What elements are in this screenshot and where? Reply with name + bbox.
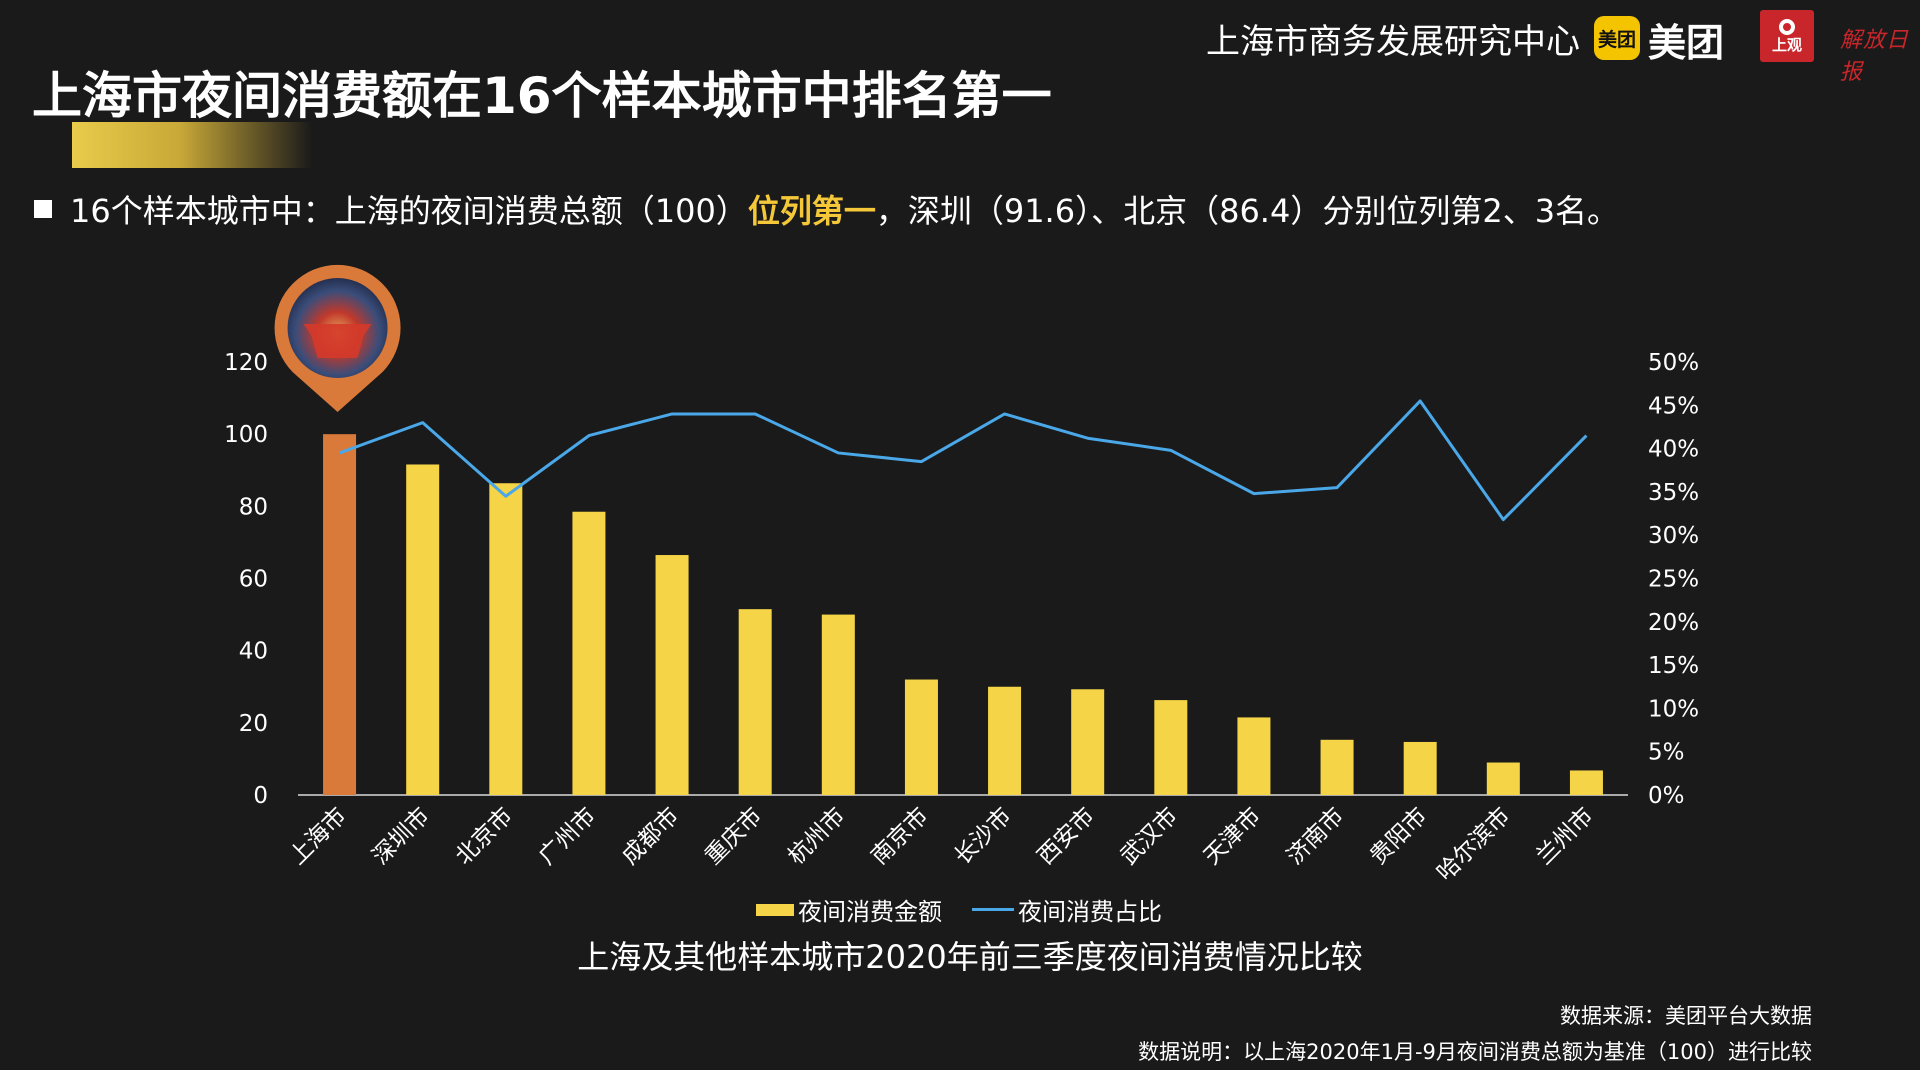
x-tick-label: 南京市: [867, 803, 934, 870]
x-tick-label: 贵阳市: [1365, 803, 1432, 870]
y-right-tick-label: 0%: [1648, 783, 1685, 809]
meituan-brand-text: 美团: [1648, 21, 1725, 65]
bar-贵阳市: [1403, 741, 1437, 795]
bar-上海市: [323, 434, 357, 795]
jiefang-daily-logo: 解放日报: [1840, 28, 1910, 85]
pin-building-shape: [303, 324, 372, 358]
ratio-line-series: [339, 399, 1588, 522]
x-tick-label: 深圳市: [368, 803, 435, 870]
chart-title: 上海及其他样本城市2020年前三季度夜间消费情况比较: [577, 938, 1363, 976]
bar-哈尔滨市: [1486, 762, 1520, 795]
y-right-tick-label: 15%: [1648, 653, 1699, 679]
y-right-tick-label: 50%: [1648, 350, 1699, 376]
y-right-tick-label: 45%: [1648, 393, 1699, 419]
legend-item-bar: 夜间消费金额: [756, 892, 942, 927]
x-tick-label: 广州市: [534, 803, 601, 870]
bar-兰州市: [1569, 770, 1603, 795]
bar-杭州市: [821, 614, 855, 795]
title-accent-bar: [72, 122, 312, 168]
x-axis-labels: 上海市 深圳市 北京市 广州市 成都市 重庆市 杭州市 南京市 长沙市 西安市 武汉市 天津市 济南市贵…: [285, 803, 1599, 886]
y-right-tick-label: 30%: [1648, 523, 1699, 549]
x-tick-label: 长沙市: [950, 803, 1017, 870]
y-axis-right: 0% 5% 10% 15% 20% 25% 30% 35% 40% 45% 50%: [1648, 350, 1699, 809]
bar-武汉市: [1154, 700, 1188, 795]
y-axis-left: 0 20 40 60 80 100 120: [224, 350, 268, 809]
y-right-tick-label: 5%: [1648, 740, 1685, 766]
y-left-tick-label: 40: [239, 639, 268, 665]
x-tick-label: 天津市: [1199, 803, 1266, 870]
summary-text-after: ，深圳（91.6）、北京（86.4）分别位列第2、3名。: [875, 192, 1620, 230]
y-right-tick-label: 35%: [1648, 480, 1699, 506]
y-left-tick-label: 60: [239, 567, 268, 593]
x-tick-label: 济南市: [1282, 803, 1349, 870]
bar-天津市: [1237, 717, 1271, 795]
summary-highlight: 位列第一: [747, 192, 876, 230]
bar-北京市: [489, 483, 523, 795]
shangguan-logo: 上观: [1760, 10, 1814, 62]
bar-成都市: [655, 555, 689, 795]
bar-南京市: [904, 679, 938, 795]
legend-label-line: 夜间消费占比: [1018, 898, 1162, 926]
legend-bar-swatch: [756, 903, 794, 916]
header-org-name: 上海市商务发展研究中心: [1206, 22, 1580, 62]
summary-text-before: 16个样本城市中：上海的夜间消费总额（100）: [70, 192, 748, 230]
x-tick-label: 成都市: [617, 803, 684, 870]
legend-item-line: 夜间消费占比: [972, 892, 1162, 927]
y-left-tick-label: 80: [239, 494, 268, 520]
legend-label-bar: 夜间消费金额: [798, 898, 942, 926]
legend-line-swatch: [972, 908, 1014, 911]
y-right-tick-label: 20%: [1648, 610, 1699, 636]
y-right-tick-label: 25%: [1648, 567, 1699, 593]
x-tick-label: 杭州市: [783, 803, 850, 870]
bar-广州市: [572, 511, 606, 795]
y-right-tick-label: 10%: [1648, 696, 1699, 722]
y-right-tick-label: 40%: [1648, 437, 1699, 463]
shangguan-ring-icon: [1779, 19, 1795, 35]
y-left-tick-label: 0: [253, 783, 268, 809]
x-tick-label: 兰州市: [1532, 803, 1599, 870]
x-tick-label: 西安市: [1033, 803, 1100, 870]
bar-济南市: [1320, 739, 1354, 795]
location-pin-icon: [274, 264, 401, 412]
summary-bullet: 16个样本城市中：上海的夜间消费总额（100）位列第一，深圳（91.6）、北京（…: [34, 186, 1619, 232]
page-title: 上海市夜间消费额在16个样本城市中排名第一: [32, 67, 1052, 125]
y-left-tick-label: 120: [224, 350, 268, 376]
bar-长沙市: [988, 686, 1022, 795]
shangguan-logo-text: 上观: [1771, 36, 1802, 54]
x-tick-label: 哈尔滨市: [1432, 803, 1515, 886]
bar-重庆市: [738, 609, 772, 795]
bullet-square-icon: [34, 200, 52, 218]
y-left-tick-label: 20: [239, 711, 268, 737]
x-tick-label: 重庆市: [700, 803, 767, 870]
x-tick-label: 武汉市: [1116, 803, 1183, 870]
meituan-logo-icon: 美团: [1594, 16, 1640, 60]
y-left-tick-label: 100: [224, 422, 268, 448]
bar-series: [323, 434, 1603, 795]
x-tick-label: 北京市: [451, 803, 518, 870]
bar-西安市: [1071, 689, 1105, 795]
data-source: 数据来源：美团平台大数据: [1560, 1004, 1812, 1028]
chart-legend: 夜间消费金额 夜间消费占比: [756, 892, 1192, 927]
x-tick-label: 上海市: [285, 803, 352, 870]
data-note: 数据说明：以上海2020年1月-9月夜间消费总额为基准（100）进行比较: [1138, 1040, 1812, 1064]
bar-深圳市: [406, 464, 440, 795]
